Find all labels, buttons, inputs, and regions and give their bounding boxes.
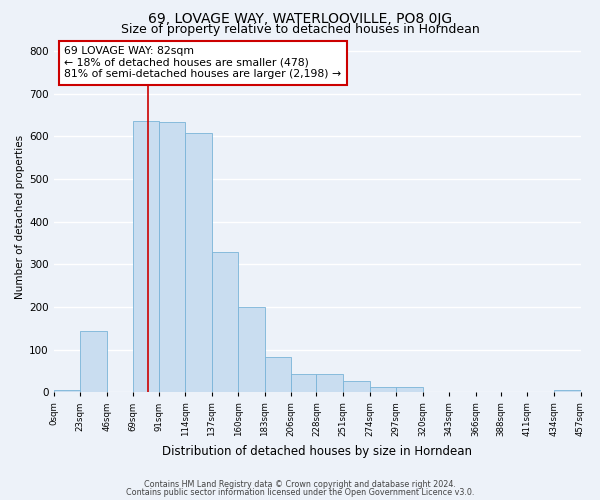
Bar [396,387,422,392]
Bar [370,387,396,392]
Bar [133,121,158,392]
Bar [185,134,212,392]
Bar [291,374,316,392]
Text: 69 LOVAGE WAY: 82sqm
← 18% of detached houses are smaller (478)
81% of semi-deta: 69 LOVAGE WAY: 82sqm ← 18% of detached h… [64,46,341,79]
Bar [53,390,80,392]
Y-axis label: Number of detached properties: Number of detached properties [15,136,25,300]
Bar [80,332,107,392]
X-axis label: Distribution of detached houses by size in Horndean: Distribution of detached houses by size … [162,444,472,458]
Text: Contains public sector information licensed under the Open Government Licence v3: Contains public sector information licen… [126,488,474,497]
Text: 69, LOVAGE WAY, WATERLOOVILLE, PO8 0JG: 69, LOVAGE WAY, WATERLOOVILLE, PO8 0JG [148,12,452,26]
Bar [343,380,370,392]
Bar [212,252,238,392]
Bar [158,122,185,392]
Bar [316,374,343,392]
Bar [238,306,265,392]
Bar [554,390,581,392]
Text: Size of property relative to detached houses in Horndean: Size of property relative to detached ho… [121,22,479,36]
Text: Contains HM Land Registry data © Crown copyright and database right 2024.: Contains HM Land Registry data © Crown c… [144,480,456,489]
Bar [265,357,291,392]
